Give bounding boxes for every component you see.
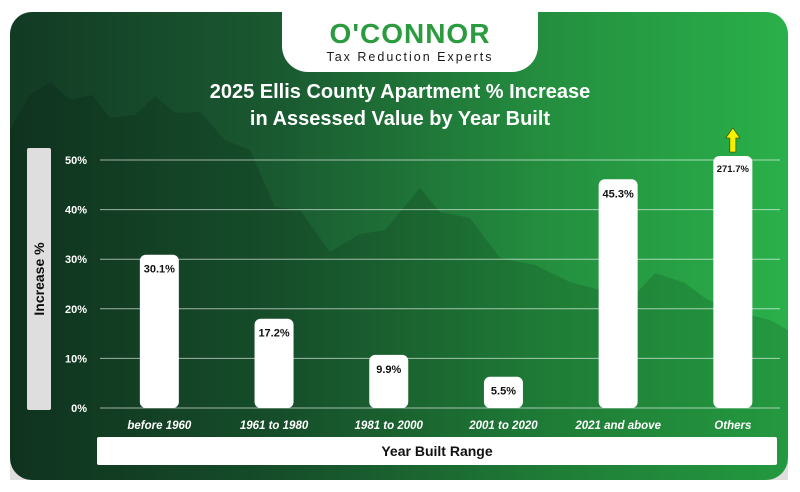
logo-tab: O'CONNOR Tax Reduction Experts xyxy=(282,12,538,72)
x-tick-label: 2021 and above xyxy=(574,420,661,432)
chart-title: 2025 Ellis County Apartment % Increase i… xyxy=(0,79,800,133)
logo-tagline: Tax Reduction Experts xyxy=(326,50,494,64)
background-terrain xyxy=(10,82,788,480)
up-arrow-icon xyxy=(725,127,741,153)
data-labels: 30.1% 17.2% 9.9% 5.5% 45.3% 271.7% xyxy=(144,164,750,398)
y-tick-label: 10% xyxy=(65,353,87,365)
bar xyxy=(139,254,179,408)
x-tick-label: 2001 to 2020 xyxy=(468,420,538,432)
chart-title-line-2: in Assessed Value by Year Built xyxy=(249,108,551,130)
y-tick-label: 40% xyxy=(65,205,87,217)
bar xyxy=(254,318,294,408)
bar xyxy=(713,156,753,408)
x-tick-label: Others xyxy=(714,420,751,432)
data-label: 45.3% xyxy=(603,188,634,200)
y-tick-label: 50% xyxy=(65,155,87,167)
y-axis-label-box xyxy=(27,148,51,410)
logo-wordmark: O'CONNOR xyxy=(329,18,491,49)
y-tick-labels: 0% 10% 20% 30% 40% 50% xyxy=(65,155,87,415)
x-tick-label: 1981 to 2000 xyxy=(355,420,424,432)
grid-lines xyxy=(100,159,780,409)
x-tick-labels: before 1960 1961 to 1980 1981 to 2000 2001 … xyxy=(127,420,751,432)
x-tick-label: before 1960 xyxy=(127,420,192,432)
data-label: 271.7% xyxy=(717,164,750,175)
x-axis-label-box xyxy=(97,437,777,465)
chart-title-line-1: 2025 Ellis County Apartment % Increase xyxy=(209,81,591,103)
bar xyxy=(483,376,523,408)
y-tick-label: 0% xyxy=(71,403,87,415)
x-tick-label: 1961 to 1980 xyxy=(240,420,309,432)
data-label: 17.2% xyxy=(258,328,289,340)
x-axis-label: Year Built Range xyxy=(381,443,493,459)
bar xyxy=(369,354,409,408)
data-label: 9.9% xyxy=(376,364,401,376)
data-label: 30.1% xyxy=(144,264,175,276)
y-tick-label: 30% xyxy=(65,254,87,266)
y-tick-label: 20% xyxy=(65,304,87,316)
bar xyxy=(598,179,638,408)
overflow-indicator xyxy=(725,127,741,153)
data-label: 5.5% xyxy=(491,386,516,398)
bars xyxy=(139,156,753,408)
